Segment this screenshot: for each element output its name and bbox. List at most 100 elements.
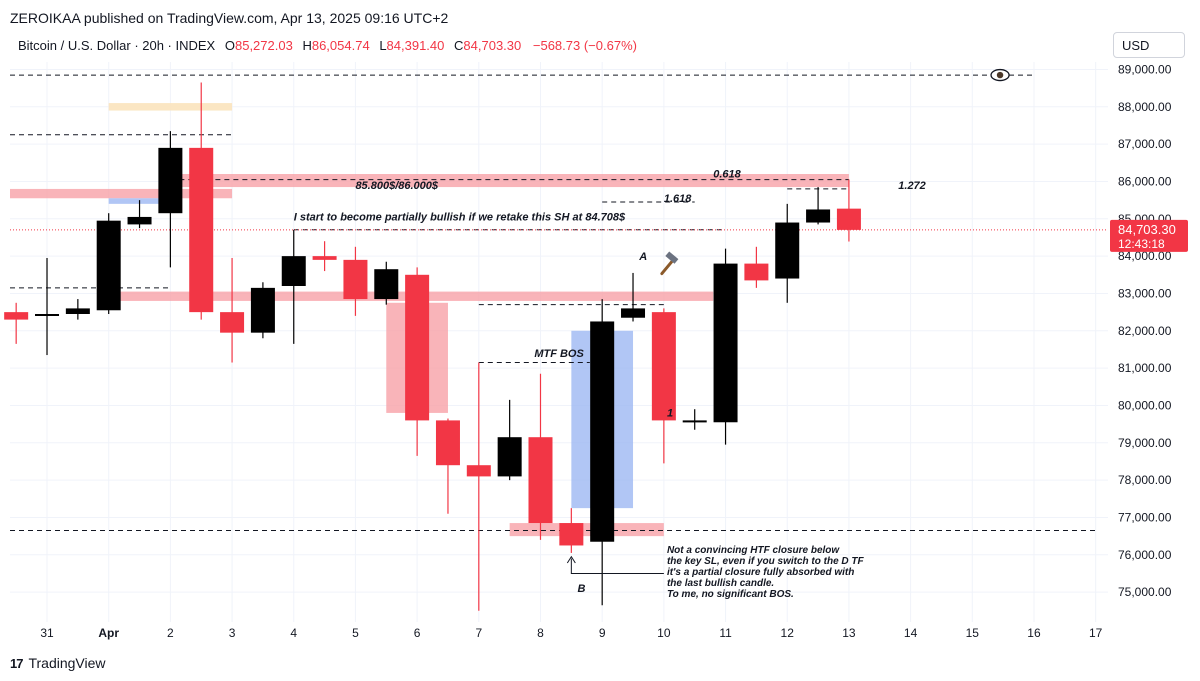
candle-body <box>281 256 306 286</box>
candle-body <box>343 259 368 300</box>
candle-body <box>497 437 522 477</box>
zone-red <box>10 188 233 199</box>
y-tick-label: 89,000.00 <box>1118 62 1172 76</box>
x-tick-label: 6 <box>414 626 421 640</box>
x-tick-label: 8 <box>537 626 544 640</box>
low-value: 84,391.40 <box>386 38 445 53</box>
eye-icon <box>990 68 1010 82</box>
candle-body <box>96 220 121 311</box>
open-label: O <box>224 38 235 53</box>
close-label: C <box>454 38 464 53</box>
candles <box>4 82 861 611</box>
y-tick-label: 83,000.00 <box>1118 286 1172 300</box>
x-tick-label: 11 <box>719 626 732 640</box>
y-tick-label: 81,000.00 <box>1118 361 1172 375</box>
x-tick-label: 9 <box>599 626 606 640</box>
y-tick-label: 82,000.00 <box>1118 324 1172 338</box>
symbol-name[interactable]: Bitcoin / U.S. Dollar · 20h · INDEX <box>18 38 216 53</box>
x-tick-label: 10 <box>657 626 671 640</box>
candle-body <box>713 263 738 423</box>
candle-body <box>590 321 615 542</box>
annotation-label: 1.618 <box>664 193 692 205</box>
last-price-tag <box>1110 219 1188 252</box>
x-tick-label: 13 <box>842 626 856 640</box>
low-label: L <box>379 38 387 53</box>
annotation-label: MTF BOS <box>534 348 584 360</box>
y-tick-label: 84,000.00 <box>1118 249 1172 263</box>
arrow-up-icon <box>566 555 576 564</box>
zone-red <box>170 174 849 188</box>
candle-body <box>312 256 337 260</box>
note-line: Not a convincing HTF closure below <box>667 545 840 556</box>
currency-selector[interactable]: USD <box>1113 32 1185 58</box>
candle-body <box>682 420 707 423</box>
hammer-icon <box>660 251 679 276</box>
y-tick-label: 75,000.00 <box>1118 585 1172 599</box>
candle-body <box>559 523 584 546</box>
annotation-label: B <box>578 583 586 595</box>
tradingview-logo[interactable]: 17 TradingView <box>10 655 106 671</box>
x-tick-label: 4 <box>290 626 297 640</box>
eye-pupil <box>996 71 1004 79</box>
y-tick-label: 77,000.00 <box>1118 510 1172 524</box>
candle-body <box>806 209 831 223</box>
candle-body <box>220 312 245 333</box>
tradingview-logo-icon: 17 <box>10 655 24 671</box>
y-tick-label: 79,000.00 <box>1118 436 1172 450</box>
x-tick-label: 14 <box>904 626 918 640</box>
candle-body <box>65 308 90 314</box>
axes: 75,000.00 76,000.00 77,000.00 78,000.00 79,0… <box>40 62 1188 640</box>
x-tick-label: 15 <box>966 626 980 640</box>
open-value: 85,272.03 <box>234 38 293 53</box>
x-tick-label: Apr <box>98 626 119 640</box>
annotation-label: 85.800$/86.000$ <box>355 180 438 192</box>
note-line: To me, no significant BOS. <box>667 589 794 600</box>
publisher-line: ZEROIKAA published on TradingView.com, A… <box>10 10 449 26</box>
x-tick-label: 17 <box>1089 626 1103 640</box>
candle-body <box>621 308 646 318</box>
annotation-label: 1 <box>667 408 673 420</box>
hammer-handle <box>660 260 674 276</box>
bracket-line <box>570 558 664 574</box>
y-tick-label: 86,000.00 <box>1118 174 1172 188</box>
annotation-label: A <box>638 251 647 263</box>
candle-body <box>836 208 861 230</box>
candle-body <box>250 287 275 333</box>
note-line: the key SL, even if you switch to the D … <box>667 556 865 567</box>
note-line: the last bullish candle. <box>667 578 774 589</box>
high-label: H <box>302 38 312 53</box>
annotations: 0.618 1.618 1.272 85.800$/86.000$ I start to… <box>294 68 1010 600</box>
x-tick-label: 3 <box>229 626 236 640</box>
close-value: 84,703.30 <box>463 38 522 53</box>
x-tick-label: 2 <box>167 626 174 640</box>
candle-body <box>528 437 553 524</box>
last-price-label: 84,703.30 <box>1118 222 1176 237</box>
candle-body <box>158 147 183 214</box>
tradingview-brand: TradingView <box>28 655 106 671</box>
high-value: 86,054.74 <box>311 38 370 53</box>
candle-body <box>35 314 60 316</box>
chart-grid <box>10 62 1108 622</box>
y-tick-label: 88,000.00 <box>1118 100 1172 114</box>
candle-body <box>405 274 430 421</box>
symbol-legend: Bitcoin / U.S. Dollar · 20h · INDEX O85,… <box>18 38 637 53</box>
y-tick-label: 78,000.00 <box>1118 473 1172 487</box>
candle-body <box>775 222 800 279</box>
x-tick-label: 12 <box>781 626 795 640</box>
chart-dashed-lines <box>10 74 1108 532</box>
annotation-label: 0.618 <box>713 169 741 181</box>
candle-body <box>651 312 676 421</box>
candle-body <box>189 147 214 313</box>
note-line: it's a partial closure fully absorbed wi… <box>667 567 854 578</box>
zone-red <box>509 523 664 537</box>
annotation-label: 1.272 <box>898 180 926 192</box>
candle-body <box>4 312 29 320</box>
x-tick-label: 16 <box>1027 626 1041 640</box>
y-tick-label: 76,000.00 <box>1118 548 1172 562</box>
candle-body <box>435 420 460 466</box>
x-tick-label: 7 <box>475 626 482 640</box>
candle-body <box>374 269 399 300</box>
candle-body <box>127 216 152 225</box>
annotation-label: I start to become partially bullish if w… <box>294 212 626 224</box>
